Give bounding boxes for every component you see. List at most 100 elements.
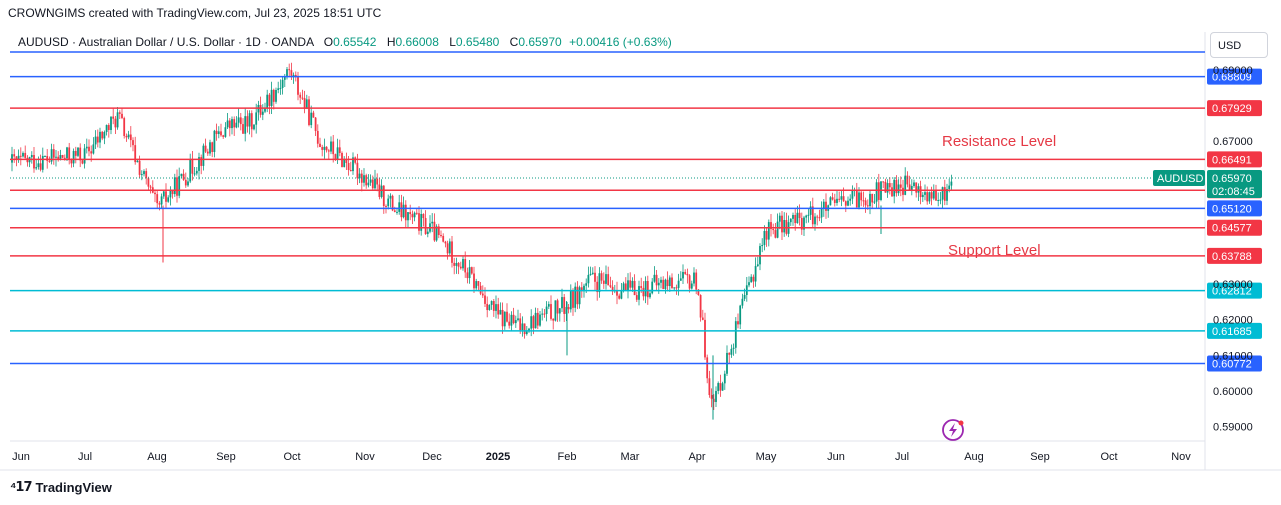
candle-body (303, 98, 306, 109)
candle-body (281, 79, 284, 88)
candle-body (895, 179, 898, 194)
open-label: O (323, 35, 334, 49)
candle-body (651, 281, 654, 294)
x-tick-label: Nov (355, 451, 375, 463)
candle-body (528, 328, 530, 332)
candle-body (479, 285, 482, 294)
x-tick-label: Jul (78, 451, 92, 463)
candle-body (356, 162, 359, 179)
candle-body (330, 141, 332, 152)
candle-body (552, 318, 555, 321)
support-annotation: Support Level (948, 242, 1041, 259)
candle-body (114, 118, 117, 128)
candle-body (629, 280, 632, 288)
candle-body (44, 156, 46, 158)
candle-body (156, 194, 159, 204)
candle-body (490, 301, 493, 305)
candle-body (244, 116, 247, 134)
tradingview-footer[interactable]: ⁴𝟭𝟳 TradingView (10, 479, 112, 495)
candle-body (140, 174, 143, 176)
candle-body (184, 179, 187, 186)
candle-body (917, 186, 920, 193)
candle-body (268, 94, 271, 106)
candle-body (800, 217, 803, 230)
candle-body (66, 147, 68, 159)
candle-body (829, 197, 832, 206)
candle-body (543, 313, 546, 315)
candle-body (299, 94, 302, 98)
candle-body (198, 157, 200, 171)
candle-body (569, 290, 572, 310)
level-price-label: 0.66491 (1212, 154, 1252, 166)
candle-body (422, 213, 425, 219)
y-tick-label: 0.59000 (1213, 422, 1253, 434)
candle-body (820, 208, 823, 218)
candle-body (90, 151, 93, 154)
high-label: H (386, 35, 396, 49)
candle-body (666, 279, 669, 287)
symbol-name[interactable]: AUDUSD · Australian Dollar / U.S. Dollar… (18, 35, 314, 49)
candle-body (475, 281, 478, 289)
candle-body (277, 88, 280, 90)
candle-body (624, 283, 627, 291)
candle-body (239, 117, 242, 125)
candle-body (400, 202, 403, 218)
candle-body (792, 214, 794, 219)
candle-body (105, 125, 108, 133)
candle-body (387, 198, 390, 207)
candle-body (697, 289, 700, 296)
currency-button[interactable]: USD (1210, 32, 1268, 58)
low-value: 0.65480 (455, 35, 500, 49)
candle-body (765, 230, 768, 240)
candle-body (950, 181, 953, 186)
candle-body (160, 196, 163, 205)
candle-body (59, 155, 62, 159)
candle-body (712, 398, 715, 402)
candle-body (96, 136, 99, 143)
candle-body (906, 175, 909, 185)
candle-body (924, 192, 926, 195)
candle-body (226, 120, 229, 128)
y-tick-label: 0.63000 (1213, 279, 1253, 291)
candle-body (209, 142, 211, 154)
level-price-badge (1207, 282, 1262, 299)
candle-body (50, 149, 53, 162)
candle-body (486, 303, 489, 311)
candle-body (561, 297, 563, 309)
candle-body (248, 113, 251, 127)
candle-body (939, 199, 942, 201)
candle-body (710, 395, 713, 399)
candle-body (215, 130, 218, 135)
candle-body (448, 241, 451, 254)
x-tick-label: Jun (827, 451, 845, 463)
x-tick-label: May (756, 451, 777, 463)
candle-body (33, 155, 35, 169)
chart-frame (0, 32, 1281, 471)
candle-body (411, 214, 414, 218)
candle-body (158, 203, 161, 205)
candle-body (440, 235, 442, 237)
candle-body (138, 160, 141, 175)
candle-body (121, 113, 123, 119)
candle-body (719, 383, 722, 391)
candle-body (642, 287, 645, 297)
axes: Jun Jul Aug Sep Oct Nov Dec 2025 Feb Mar Apr May Jun… (12, 65, 1253, 463)
candle-body (794, 214, 797, 224)
x-tick-label: Apr (688, 451, 705, 463)
candle-body (756, 264, 759, 267)
candle-body (668, 277, 671, 287)
candle-body (690, 283, 693, 289)
candle-body (143, 171, 145, 175)
candle-body (598, 273, 601, 293)
candle-body (517, 318, 519, 321)
candle-body (484, 295, 486, 304)
candle-body (24, 152, 27, 158)
candle-body (704, 319, 706, 358)
candle-body (374, 178, 376, 189)
candle-body (763, 230, 766, 246)
candle-body (264, 107, 266, 112)
candle-body (862, 200, 865, 202)
candle-body (877, 182, 880, 200)
candle-body (822, 201, 825, 209)
